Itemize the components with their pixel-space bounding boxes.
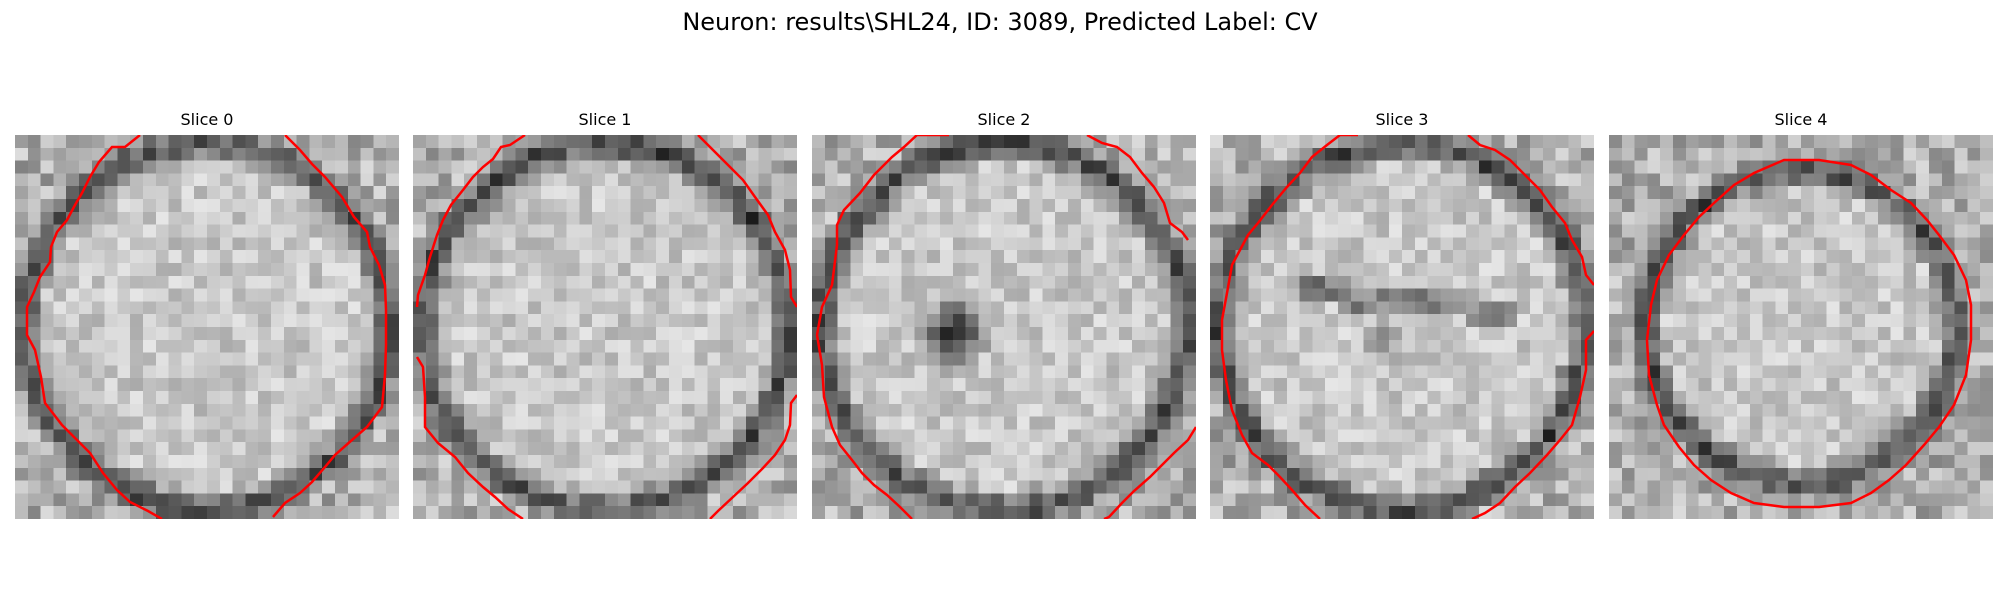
slice-panel-3: Slice 3 [1210, 108, 1594, 519]
slice-panel-1: Slice 1 [413, 108, 797, 519]
slice-title: Slice 4 [1774, 110, 1828, 129]
slice-title: Slice 3 [1375, 110, 1429, 129]
segmentation-contour [1645, 158, 1973, 509]
segmentation-contour [697, 135, 797, 308]
figure-title: Neuron: results\SHL24, ID: 3089, Predict… [682, 8, 1318, 36]
segmentation-contour [1086, 135, 1189, 241]
slice-image [15, 135, 399, 519]
slice-panel-4: Slice 4 [1609, 108, 1993, 519]
contour-overlay [25, 135, 388, 519]
slice-image [1609, 135, 1993, 519]
microscopy-image [1609, 135, 1993, 519]
slice-panel-0: Slice 0 [15, 108, 399, 519]
segmentation-contour [415, 135, 526, 308]
segmentation-contour [1471, 330, 1594, 519]
contour-overlay [415, 135, 797, 519]
slice-image [413, 135, 797, 519]
microscopy-image [812, 135, 1196, 519]
slice-title: Slice 0 [180, 110, 234, 129]
slice-image [812, 135, 1196, 519]
contour-overlay [1220, 135, 1594, 519]
segmentation-contour [1467, 135, 1594, 286]
slice-title: Slice 2 [977, 110, 1031, 129]
segmentation-contour [1220, 135, 1358, 519]
microscopy-image [413, 135, 797, 519]
slice-panel-2: Slice 2 [812, 108, 1196, 519]
segmentation-contour [272, 135, 388, 518]
contour-overlay [815, 135, 1196, 519]
slice-title: Slice 1 [578, 110, 632, 129]
contour-overlay [1645, 158, 1973, 509]
segmentation-contour [25, 135, 163, 519]
segmentation-contour [1103, 426, 1196, 519]
microscopy-image [1210, 135, 1594, 519]
segmentation-contour [415, 356, 524, 519]
slice-image [1210, 135, 1594, 519]
segmentation-contour [815, 135, 949, 519]
segmentation-contour [709, 394, 797, 519]
